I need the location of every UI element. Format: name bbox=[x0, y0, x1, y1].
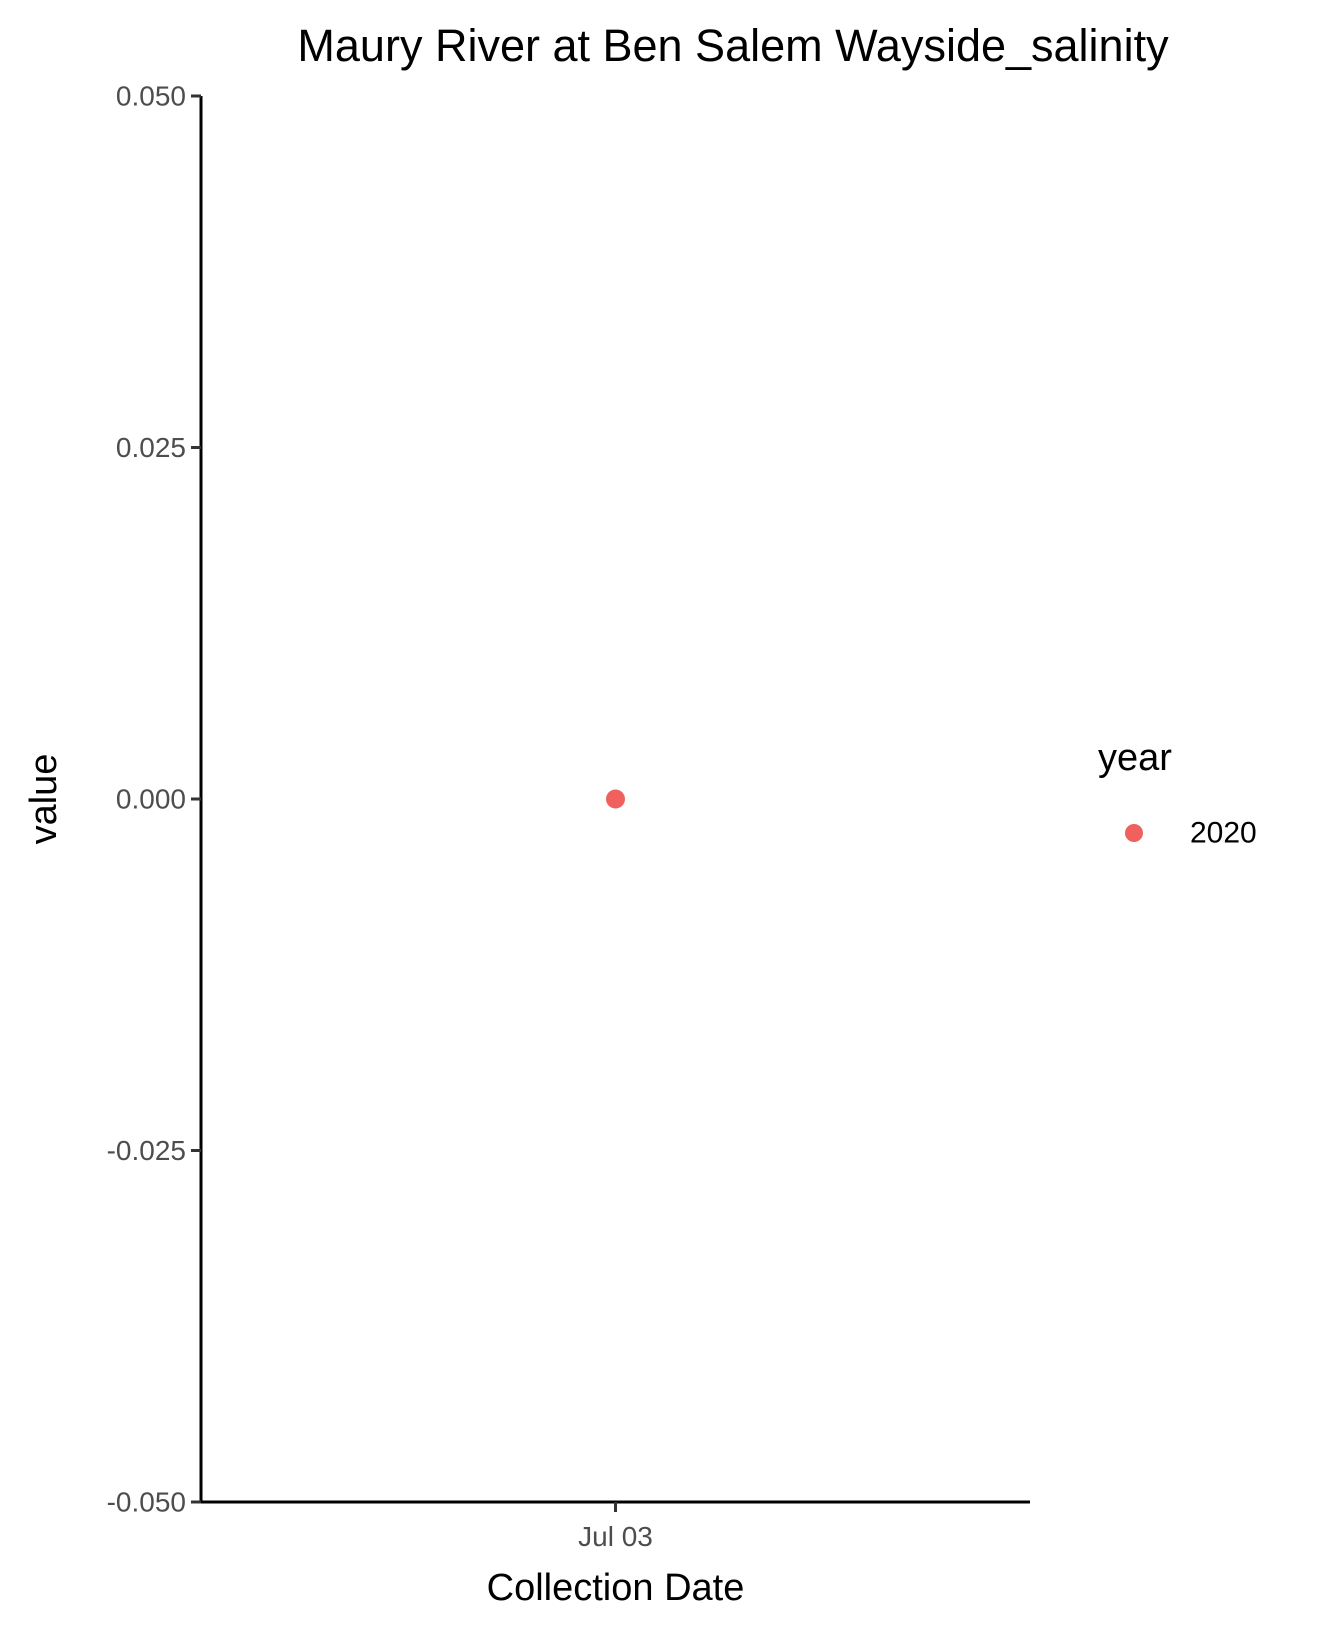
x-axis-ticks: Jul 03 bbox=[578, 1502, 653, 1552]
y-tick-label: -0.050 bbox=[107, 1487, 186, 1518]
x-tick-label: Jul 03 bbox=[578, 1521, 653, 1552]
y-axis-ticks: -0.050 -0.025 0.000 0.025 0.050 bbox=[107, 81, 201, 1518]
plot-area: -0.050 -0.025 0.000 0.025 0.050 Jul 03 bbox=[107, 81, 1030, 1552]
legend: year 2020 bbox=[1098, 737, 1257, 850]
chart-title: Maury River at Ben Salem Wayside_salinit… bbox=[297, 20, 1169, 71]
x-axis-title: Collection Date bbox=[487, 1567, 745, 1609]
y-tick-label: 0.000 bbox=[116, 784, 186, 815]
legend-title: year bbox=[1098, 737, 1172, 779]
y-tick-label: -0.025 bbox=[107, 1135, 186, 1166]
legend-key-point bbox=[1125, 824, 1143, 842]
data-point bbox=[606, 789, 625, 809]
data-points bbox=[606, 789, 625, 809]
y-axis-title: value bbox=[23, 754, 65, 845]
y-tick-label: 0.050 bbox=[116, 81, 186, 112]
y-tick-label: 0.025 bbox=[116, 432, 186, 463]
legend-entries: 2020 bbox=[1125, 817, 1257, 850]
legend-label: 2020 bbox=[1190, 817, 1257, 850]
